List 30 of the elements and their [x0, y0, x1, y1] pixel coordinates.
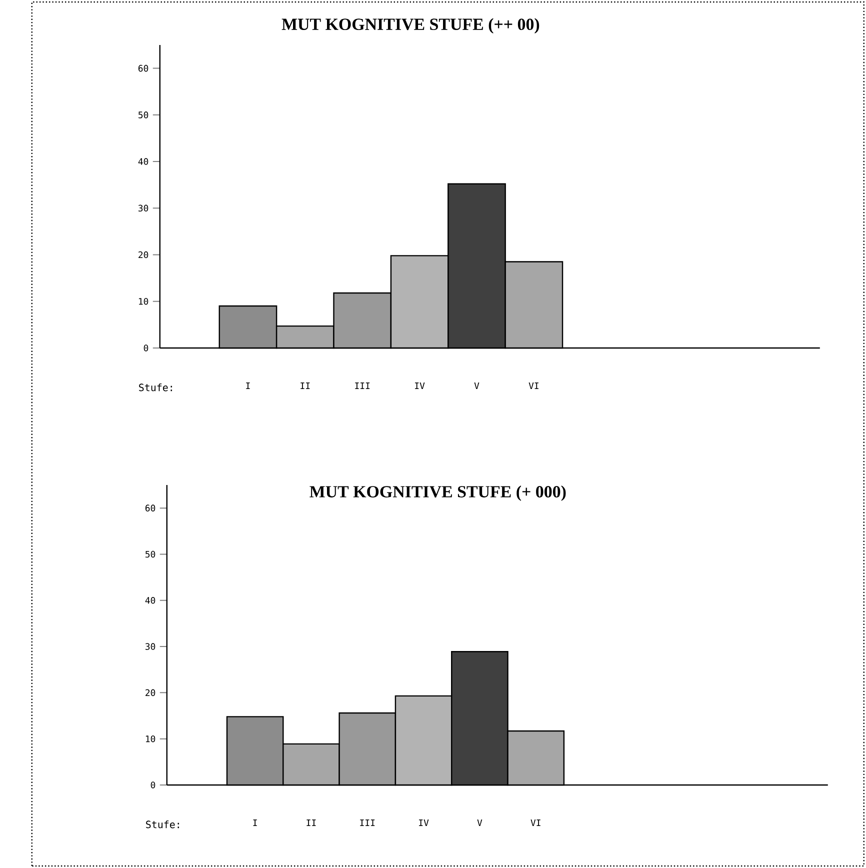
y-tick-label: 20	[138, 251, 148, 258]
x-tick-label: III	[355, 382, 370, 390]
y-tick-label: 10	[146, 735, 156, 742]
x-tick-label: I	[253, 820, 257, 826]
chart-title: MUT KOGNITIVE STUFE (++ 00)	[282, 18, 540, 34]
x-tick-label: VI	[528, 382, 539, 390]
y-tick-label: 0	[150, 782, 156, 788]
y-tick-label: 30	[138, 204, 148, 212]
x-tick-label: IV	[419, 820, 429, 826]
x-tick-label: VI	[530, 820, 540, 826]
y-tick-label: 20	[146, 689, 156, 696]
y-tick-label: 0	[144, 344, 148, 352]
x-tick-label: II	[306, 820, 316, 826]
y-tick-label: 50	[146, 550, 156, 558]
x-axis-title: Stufe:	[139, 384, 172, 392]
x-tick-label: II	[300, 382, 310, 390]
x-tick-label: V	[474, 382, 480, 390]
y-tick-label: 40	[138, 158, 148, 165]
y-tick-label: 10	[139, 298, 148, 305]
x-tick-label: V	[477, 820, 482, 826]
y-tick-label: 40	[145, 596, 156, 604]
y-tick-label: 60	[138, 64, 148, 72]
y-tick-label: 60	[146, 504, 156, 512]
y-tick-label: 30	[146, 643, 156, 650]
x-tick-label: I	[246, 382, 250, 390]
chart-title: MUT KOGNITIVE STUFE (+ 000)	[310, 486, 566, 501]
x-axis-title: Stufe:	[146, 820, 180, 828]
x-tick-label: III	[360, 820, 375, 826]
x-tick-label: IV	[415, 382, 425, 390]
y-tick-label: 50	[138, 112, 148, 118]
